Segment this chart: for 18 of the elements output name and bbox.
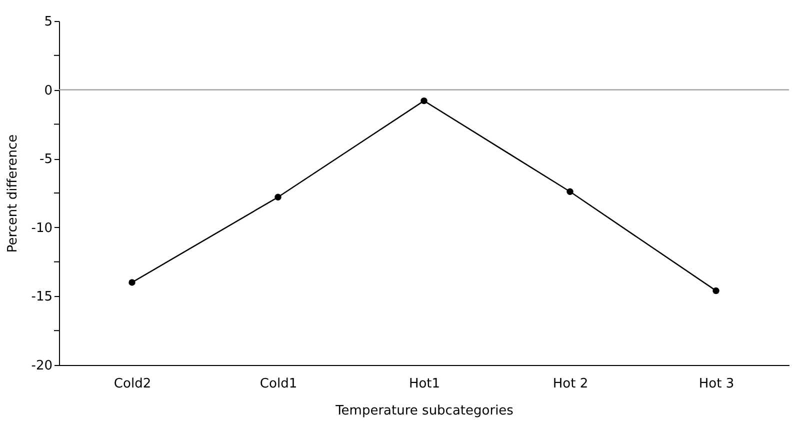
point: [128, 279, 136, 286]
x-tick-label: Hot1: [408, 376, 440, 392]
x-tick-label: Hot 2: [552, 376, 588, 392]
point: [566, 188, 574, 195]
y-tick-label: -10: [31, 220, 52, 236]
point: [712, 287, 720, 294]
y-tick-label: -20: [31, 358, 52, 374]
x-tick-label: Cold1: [260, 376, 298, 392]
x-tick-label: Cold2: [114, 376, 152, 392]
point: [274, 194, 282, 200]
y-tick-label: 0: [44, 83, 52, 98]
x-axis-title: Temperature subcategories: [334, 404, 514, 418]
x-tick-label: Hot 3: [698, 376, 734, 392]
y-tick-label: -15: [31, 290, 52, 305]
y-tick-label: -5: [40, 152, 52, 168]
y-axis-title: Percent difference: [5, 134, 20, 253]
point: [420, 97, 428, 104]
y-tick-label: 5: [44, 14, 52, 30]
